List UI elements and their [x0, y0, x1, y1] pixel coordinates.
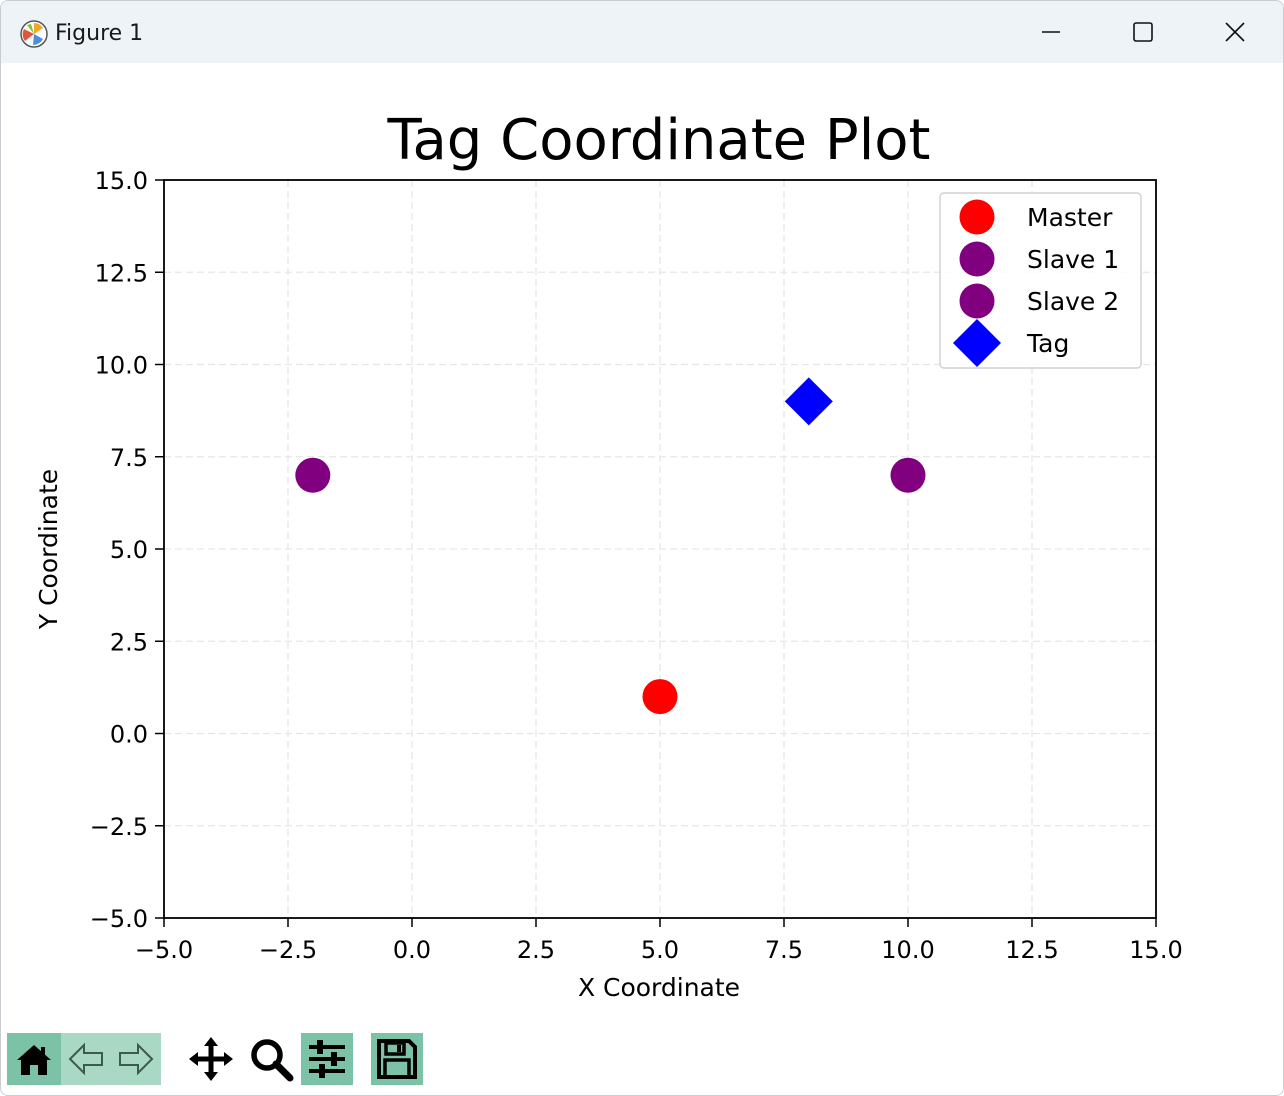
figure-canvas[interactable]: Tag Coordinate Plot −5.0 −2.5 0.0 2.5 5.0 7.5… [1, 63, 1283, 1031]
y-tick-label: 10.0 [95, 352, 148, 380]
forward-button[interactable] [111, 1033, 161, 1085]
pan-button[interactable] [185, 1033, 237, 1085]
title-bar[interactable]: Figure 1 [1, 1, 1283, 63]
legend-box [939, 192, 1142, 369]
sliders-icon [309, 1040, 345, 1078]
close-icon [1225, 22, 1245, 42]
home-button[interactable] [7, 1033, 61, 1085]
matplotlib-icon [20, 20, 48, 48]
data-points [295, 377, 926, 715]
x-tick-label: 7.5 [765, 936, 803, 964]
forward-arrow-icon [119, 1042, 154, 1076]
x-tick-label: 0.0 [393, 936, 431, 964]
navigation-toolbar [1, 1031, 1283, 1095]
x-tick-label: 12.5 [1005, 936, 1058, 964]
back-button[interactable] [61, 1033, 111, 1085]
move-icon [189, 1037, 233, 1081]
legend-label: Tag [1026, 329, 1069, 358]
chart-title: Tag Coordinate Plot [387, 108, 931, 173]
x-tick-label: −2.5 [259, 936, 317, 964]
legend-label: Slave 2 [1027, 287, 1119, 316]
x-tick-label: 10.0 [881, 936, 934, 964]
y-tick-label: 0.0 [110, 721, 148, 749]
x-tick-label: 15.0 [1129, 936, 1182, 964]
x-tick-label: 5.0 [641, 936, 679, 964]
window-title: Figure 1 [55, 21, 144, 46]
close-button[interactable] [1189, 1, 1281, 63]
magnifier-icon [251, 1039, 294, 1082]
y-tick-label: 12.5 [95, 259, 148, 287]
point-tag [784, 377, 833, 426]
maximize-icon [1133, 22, 1153, 42]
minimize-button[interactable] [1005, 1, 1097, 63]
x-tick-label: −5.0 [135, 936, 193, 964]
maximize-button[interactable] [1097, 1, 1189, 63]
y-tick-label: −2.5 [90, 813, 148, 841]
floppy-disk-icon [377, 1039, 417, 1079]
legend-marker-tag [953, 319, 1001, 367]
home-icon [17, 1045, 51, 1075]
legend-label: Master [1027, 203, 1113, 232]
y-tick-label: 5.0 [110, 536, 148, 564]
back-arrow-icon [68, 1042, 103, 1076]
point-master [642, 679, 678, 715]
y-tick-label: 15.0 [95, 167, 148, 195]
point-slave-2 [890, 457, 926, 493]
minimize-icon [1042, 31, 1060, 33]
point-slave-1 [295, 457, 331, 493]
legend-marker-slave-2 [959, 283, 995, 319]
save-button[interactable] [371, 1033, 423, 1085]
y-axis-label: Y Coordinate [34, 469, 63, 630]
x-tick-label: 2.5 [517, 936, 555, 964]
zoom-button[interactable] [245, 1033, 297, 1085]
y-tick-label: 7.5 [110, 444, 148, 472]
legend-marker-slave-1 [959, 241, 995, 277]
legend: Master Slave 1 Slave 2 Tag [939, 192, 1142, 369]
configure-subplots-button[interactable] [301, 1033, 353, 1085]
legend-label: Slave 1 [1027, 245, 1119, 274]
scatter-chart: Tag Coordinate Plot −5.0 −2.5 0.0 2.5 5.0 7.5… [34, 108, 1183, 1002]
legend-marker-master [959, 199, 995, 235]
y-tick-label: −5.0 [90, 905, 148, 933]
plot-frame [163, 179, 1157, 919]
y-tick-label: 2.5 [110, 628, 148, 656]
x-axis-label: X Coordinate [578, 973, 740, 1002]
axes: −5.0 −2.5 0.0 2.5 5.0 7.5 10.0 12.5 15.0 −5.0 −2.5… [90, 167, 1183, 964]
